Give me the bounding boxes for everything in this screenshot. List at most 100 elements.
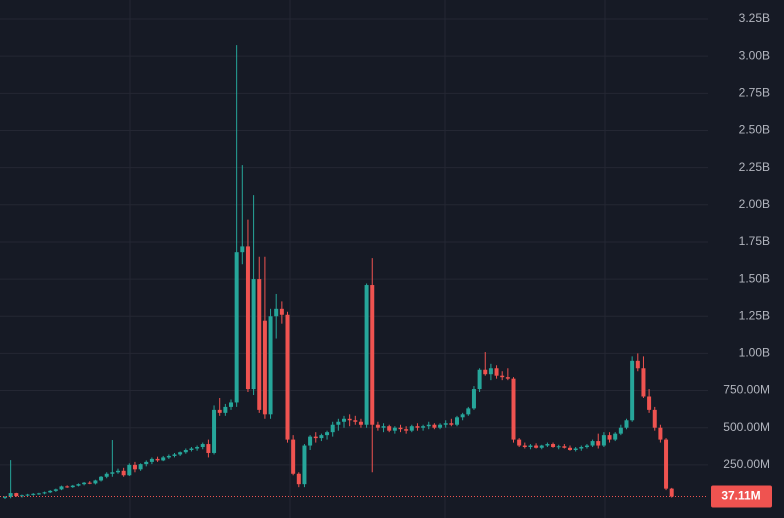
candle-body bbox=[206, 444, 211, 453]
candle-body bbox=[471, 389, 476, 409]
candle-body bbox=[409, 426, 414, 431]
candle-body bbox=[223, 406, 228, 413]
candle-body bbox=[93, 480, 98, 484]
y-tick-label: 1.25B bbox=[739, 308, 770, 322]
candle-body bbox=[53, 489, 58, 491]
candle-body bbox=[449, 423, 454, 425]
candle-body bbox=[522, 445, 527, 448]
candle-body bbox=[358, 421, 363, 425]
candle-body bbox=[121, 470, 126, 476]
time-grid bbox=[129, 0, 606, 518]
candle-body bbox=[342, 418, 346, 422]
candle-body bbox=[562, 446, 567, 448]
candle-body bbox=[584, 445, 589, 448]
candle-body bbox=[601, 435, 606, 446]
candle-body bbox=[234, 252, 239, 403]
candle-body bbox=[195, 447, 200, 449]
candle-body bbox=[494, 368, 499, 376]
candle-body bbox=[336, 421, 341, 425]
y-tick-label: 3.25B bbox=[739, 11, 770, 25]
candle-body bbox=[375, 424, 380, 428]
candle-body bbox=[488, 368, 493, 375]
candle-body bbox=[132, 464, 137, 470]
candle-body bbox=[319, 435, 324, 439]
candle-body bbox=[466, 408, 471, 415]
y-tick-label: 1.50B bbox=[739, 271, 770, 285]
candle-body bbox=[630, 360, 635, 421]
candle-body bbox=[517, 439, 522, 446]
candle-body bbox=[217, 409, 222, 413]
candle-body bbox=[245, 246, 250, 390]
candle-body bbox=[573, 448, 578, 450]
candle-body bbox=[183, 449, 188, 453]
candle-body bbox=[36, 493, 41, 495]
candle-body bbox=[652, 409, 657, 428]
candle-body bbox=[87, 482, 92, 484]
candle-body bbox=[257, 279, 262, 410]
candle-body bbox=[274, 308, 279, 317]
candle-body bbox=[398, 427, 403, 430]
y-tick-label: 3.00B bbox=[739, 48, 770, 62]
candle-body bbox=[432, 424, 437, 428]
y-tick-label: 2.25B bbox=[739, 160, 770, 174]
candle-body bbox=[618, 427, 623, 434]
candle-body bbox=[534, 445, 539, 448]
candle-body bbox=[364, 285, 369, 425]
candle-body bbox=[415, 426, 420, 428]
candle-body bbox=[556, 446, 561, 448]
candle-body bbox=[166, 455, 171, 458]
candle-body bbox=[25, 494, 30, 496]
candle-body bbox=[647, 396, 652, 410]
candle-body bbox=[483, 369, 488, 375]
candle-body bbox=[370, 285, 375, 425]
candle-body bbox=[505, 377, 510, 379]
y-tick-label: 250.00M bbox=[723, 457, 770, 471]
candle-body bbox=[262, 320, 267, 415]
candle-body bbox=[545, 444, 550, 446]
candle-body bbox=[268, 316, 273, 415]
candle-body bbox=[144, 461, 149, 465]
candle-body bbox=[325, 432, 330, 436]
candle-body bbox=[42, 492, 47, 494]
candle-body bbox=[308, 436, 313, 446]
candle-body bbox=[392, 427, 397, 431]
candle-body bbox=[296, 473, 301, 485]
candle-body bbox=[172, 454, 177, 456]
candle-body bbox=[70, 485, 75, 488]
candle-body bbox=[19, 495, 24, 497]
candle-body bbox=[539, 445, 544, 448]
y-tick-label: 2.75B bbox=[739, 85, 770, 99]
candle-body bbox=[82, 482, 87, 485]
candle-body bbox=[443, 423, 448, 425]
candle-body bbox=[477, 369, 482, 390]
candle-body bbox=[14, 493, 19, 497]
candle-body bbox=[212, 409, 217, 453]
candle-body bbox=[511, 378, 516, 440]
y-tick-label: 2.50B bbox=[739, 123, 770, 137]
candle-body bbox=[568, 447, 572, 450]
y-tick-label: 500.00M bbox=[723, 420, 770, 434]
candle-body bbox=[110, 472, 115, 474]
y-tick-label: 1.00B bbox=[739, 346, 770, 360]
candle-body bbox=[3, 496, 7, 498]
candle-body bbox=[347, 418, 352, 421]
candle-body bbox=[279, 308, 284, 315]
candle-body bbox=[455, 417, 459, 425]
candle-body bbox=[664, 439, 669, 489]
candle-body bbox=[229, 402, 233, 407]
candle-body bbox=[302, 445, 307, 485]
candle-body bbox=[500, 375, 505, 378]
candle-body bbox=[624, 420, 629, 428]
candle-body bbox=[330, 424, 335, 433]
y-tick-label: 1.75B bbox=[739, 234, 770, 248]
candle-body bbox=[607, 435, 612, 440]
candle-body bbox=[138, 464, 143, 470]
candle-body bbox=[65, 486, 70, 488]
candle-body bbox=[104, 473, 109, 477]
candle-body bbox=[59, 486, 64, 490]
candle-body bbox=[421, 426, 426, 428]
candle-body bbox=[596, 441, 601, 446]
candle-body bbox=[48, 490, 53, 493]
candle-body bbox=[313, 436, 318, 439]
